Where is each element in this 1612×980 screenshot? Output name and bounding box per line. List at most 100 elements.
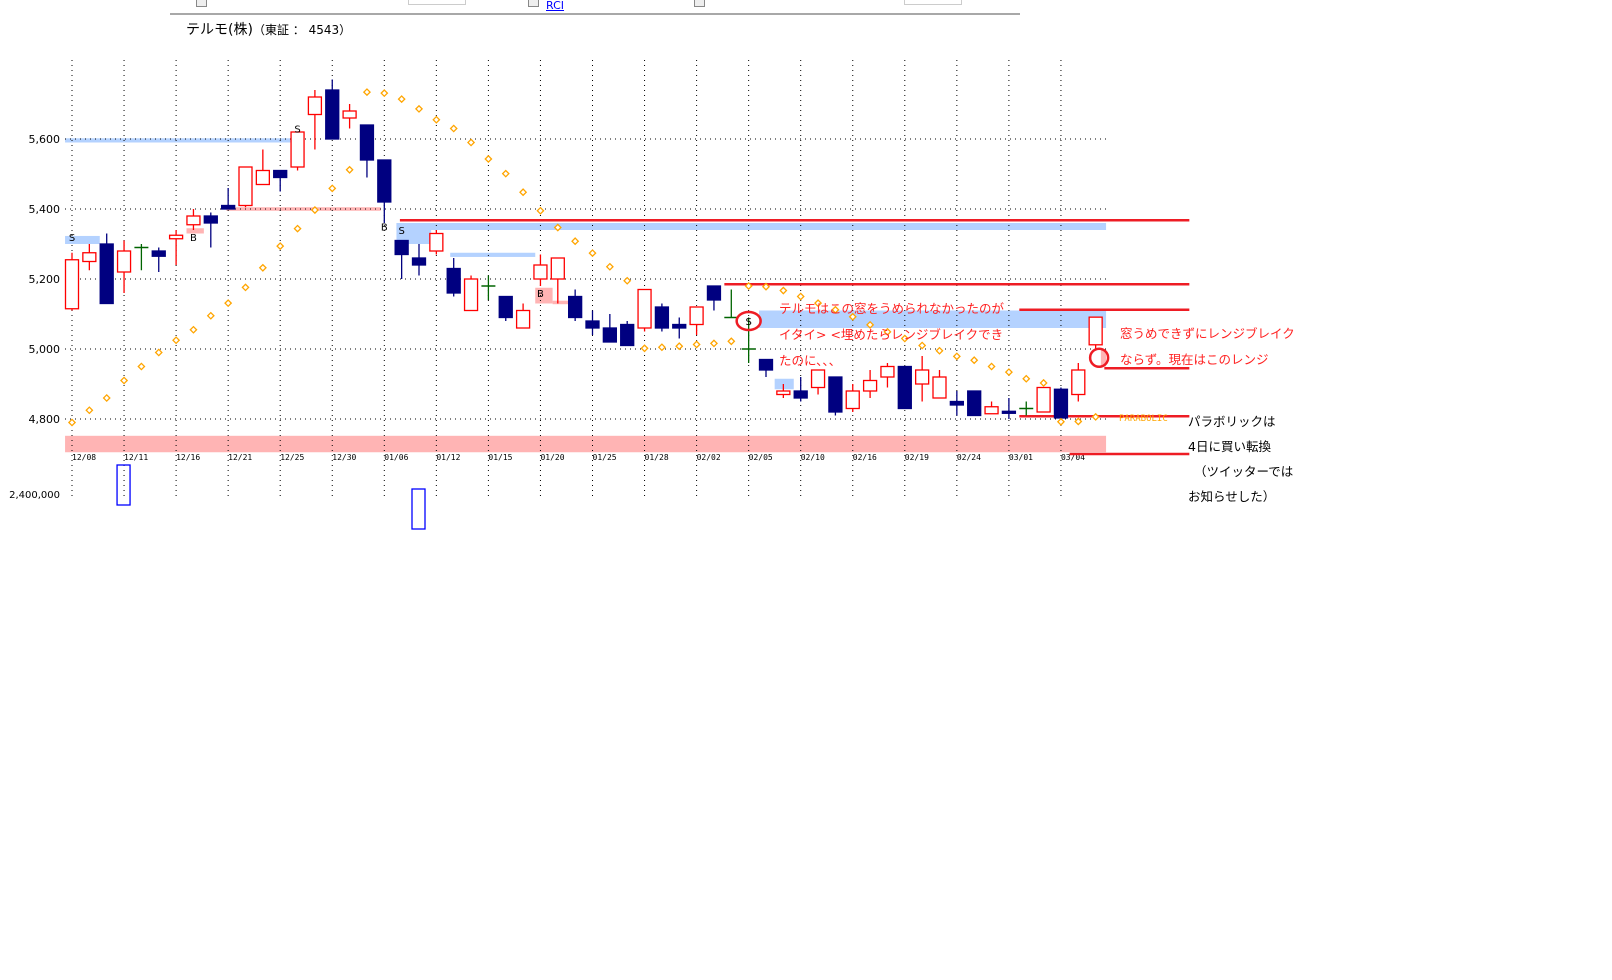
candle — [498, 295, 513, 321]
stock-code: （東証 ： 4543） — [252, 23, 352, 37]
candle-body — [706, 285, 722, 301]
candle — [515, 303, 531, 329]
candle-body — [1036, 386, 1051, 413]
parabolic-dot — [1091, 412, 1100, 421]
date-tick-label: 12/21 — [228, 453, 252, 462]
parabolic-dot — [432, 115, 441, 124]
candle — [168, 230, 184, 265]
annotation-line: たのに、、、 — [779, 353, 842, 368]
candle-body — [411, 257, 427, 266]
candle — [741, 317, 756, 363]
candle — [602, 314, 617, 343]
candle-body — [515, 309, 531, 329]
parabolic-dot — [519, 188, 528, 197]
rci-checkbox[interactable] — [528, 0, 539, 7]
pink-band — [552, 300, 576, 305]
candle-body — [255, 169, 271, 186]
parabolic-dot — [588, 249, 597, 258]
parabolic-dot — [310, 206, 319, 215]
candle — [446, 258, 461, 297]
candle — [411, 244, 427, 276]
parabolic-dot — [831, 305, 840, 314]
candle-body — [620, 323, 635, 347]
candle — [186, 209, 201, 230]
candle-body — [429, 232, 444, 252]
candle — [203, 212, 218, 248]
candle — [342, 104, 357, 129]
candle-body — [238, 166, 253, 207]
parabolic-dot — [362, 88, 371, 97]
date-tick-label: 02/19 — [905, 453, 929, 462]
parabolic-legend: PARABOLIC — [1119, 414, 1168, 424]
candle-body — [342, 110, 357, 119]
candle-body — [116, 250, 132, 273]
volume-bar — [411, 488, 426, 530]
parabolic-dot — [189, 325, 198, 334]
candle — [134, 244, 149, 271]
candle — [99, 233, 114, 305]
y-tick-label: 5,400 — [29, 203, 61, 216]
candle-body — [862, 379, 878, 392]
indicator-checkbox[interactable] — [694, 0, 705, 7]
candle — [116, 240, 132, 293]
highlight-circle — [735, 310, 762, 332]
parabolic-dot — [241, 283, 250, 292]
candle — [949, 391, 964, 416]
parabolic-dot — [536, 206, 545, 215]
volume-bar — [116, 464, 131, 506]
parabolic-dot — [727, 337, 736, 346]
candle — [481, 275, 496, 300]
candle-body — [915, 369, 930, 385]
indicator-param-input[interactable] — [904, 0, 962, 5]
annotation-line: ならず。現在はこのレンジ — [1120, 352, 1269, 367]
indicator-param-input[interactable] — [408, 0, 466, 5]
date-tick-label: 01/15 — [488, 453, 512, 462]
parabolic-dot — [1056, 417, 1065, 426]
parabolic-dot — [484, 154, 493, 163]
parabolic-dot — [380, 89, 389, 98]
candle-body — [99, 243, 114, 305]
candle-body — [949, 400, 964, 406]
parabolic-dot — [172, 336, 181, 345]
candle-body — [186, 215, 201, 226]
parabolic-dot — [692, 340, 701, 349]
candle — [897, 365, 912, 410]
parabolic-dot — [67, 418, 77, 427]
candle — [290, 131, 305, 171]
parabolic-dot — [796, 292, 805, 301]
rci-link[interactable]: RCI — [546, 0, 565, 12]
parabolic-dot — [206, 311, 215, 320]
candle — [238, 166, 253, 208]
parabolic-dot — [970, 356, 979, 365]
candle — [1053, 387, 1069, 419]
parabolic-dot — [623, 276, 632, 285]
candle — [394, 239, 409, 279]
candle — [862, 370, 878, 398]
date-tick-label: 03/01 — [1009, 453, 1033, 462]
candle-body — [585, 320, 600, 329]
candle-body — [654, 306, 670, 329]
parabolic-dot — [328, 184, 337, 193]
indicator-checkbox[interactable] — [196, 0, 207, 7]
blue-band — [774, 378, 794, 390]
candle — [550, 257, 565, 304]
candle — [82, 244, 97, 271]
parabolic-dot — [571, 237, 580, 246]
date-tick-label: 01/12 — [436, 453, 460, 462]
candle — [1019, 401, 1034, 416]
candle-body — [880, 365, 895, 378]
parabolic-dot — [605, 262, 614, 271]
parabolic-dot — [276, 242, 285, 251]
candle — [672, 317, 687, 339]
blue-band — [396, 223, 1107, 230]
candle — [359, 124, 375, 178]
parabolic-dot — [1074, 417, 1083, 426]
candle — [689, 306, 704, 335]
parabolic-dot — [1022, 374, 1031, 383]
candle — [828, 376, 843, 416]
signal-label: B — [190, 233, 197, 244]
parabolic-dot — [258, 263, 267, 272]
candle-body — [82, 252, 97, 263]
candle — [1001, 398, 1017, 419]
date-tick-label: 02/10 — [801, 453, 825, 462]
